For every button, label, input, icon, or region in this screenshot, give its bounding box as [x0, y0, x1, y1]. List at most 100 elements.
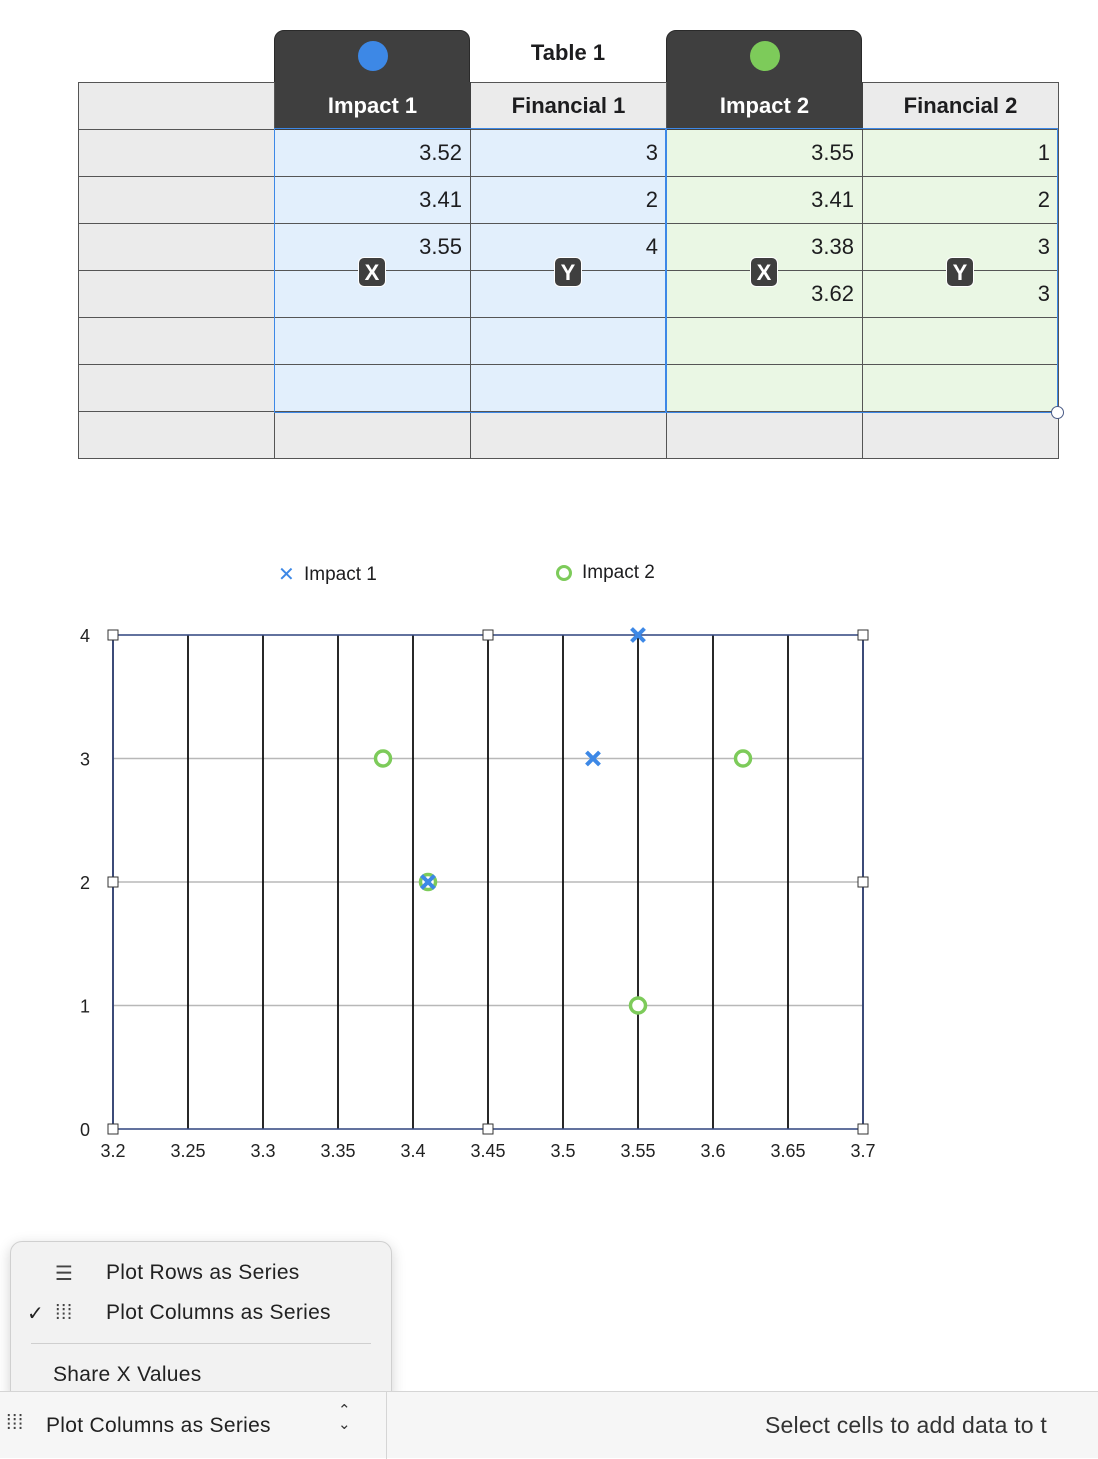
- table-cell[interactable]: [470, 411, 667, 459]
- table-cell[interactable]: 3.41: [666, 176, 863, 224]
- table-cell[interactable]: [666, 411, 863, 459]
- resize-handle[interactable]: [107, 876, 119, 888]
- row-header-cell[interactable]: [78, 270, 275, 318]
- series-color-dot-icon[interactable]: [750, 41, 780, 71]
- table-cell[interactable]: [470, 317, 667, 365]
- plot-series-popup-button[interactable]: ⁞⁞⁞ Plot Columns as Series ⌃ ⌄: [0, 1392, 387, 1459]
- y-tick-label: 2: [80, 873, 90, 893]
- bottom-bar: ⁞⁞⁞ Plot Columns as Series ⌃ ⌄ Select cel…: [0, 1391, 1098, 1459]
- resize-handle[interactable]: [857, 629, 869, 641]
- table-cell[interactable]: 1: [862, 129, 1059, 177]
- menu-item-label: Share X Values: [53, 1363, 202, 1386]
- checkmark-icon: ✓: [27, 1302, 45, 1325]
- x-tick-label: 3.55: [620, 1141, 655, 1161]
- row-header-cell[interactable]: [78, 223, 275, 271]
- selection-resize-handle[interactable]: [1051, 406, 1064, 419]
- table-cell[interactable]: 3.41: [274, 176, 471, 224]
- circle-marker-icon: [556, 565, 572, 581]
- header-cell[interactable]: [78, 82, 275, 130]
- row-header-cell[interactable]: [78, 129, 275, 177]
- resize-handle[interactable]: [107, 1123, 119, 1135]
- y-axis-badge[interactable]: Y: [946, 257, 974, 287]
- scatter-chart[interactable]: 0 1 2 3 4 3.2 3.25 3.3 3.35 3.4 3.45 3.5 3.55 3.6 3.65…: [0, 600, 900, 1180]
- legend-item-impact-1[interactable]: ✕ Impact 1: [278, 562, 377, 587]
- legend-label: Impact 1: [304, 563, 377, 585]
- data-table: Impact 1 Financial 1 Impact 2 Financial …: [78, 82, 1059, 459]
- data-point-impact-2[interactable]: [628, 996, 648, 1015]
- menu-item-label: Plot Rows as Series: [106, 1261, 300, 1284]
- data-point-impact-1[interactable]: [630, 627, 646, 643]
- table-cell[interactable]: 2: [862, 176, 1059, 224]
- x-axis-badge[interactable]: X: [358, 257, 386, 287]
- series-color-dot-icon[interactable]: [358, 41, 388, 71]
- menu-separator: [31, 1343, 371, 1344]
- table-row: [78, 411, 1059, 459]
- x-tick-label: 3.6: [700, 1141, 725, 1161]
- row-header-cell[interactable]: [78, 176, 275, 224]
- popup-button-label: Plot Columns as Series: [46, 1414, 271, 1437]
- table-row: [78, 364, 1059, 412]
- row-header-cell[interactable]: [78, 364, 275, 412]
- table-cell[interactable]: 2: [470, 176, 667, 224]
- table-cell[interactable]: [274, 364, 471, 412]
- table-cell[interactable]: [862, 317, 1059, 365]
- table-cell[interactable]: [274, 317, 471, 365]
- header-cell-impact-1[interactable]: Impact 1: [274, 82, 471, 130]
- table-row: 3.55 4 3.38 3: [78, 223, 1059, 271]
- y-tick-label: 4: [80, 626, 90, 646]
- table-cell[interactable]: 3: [470, 129, 667, 177]
- x-axis-badge[interactable]: X: [750, 257, 778, 287]
- table-title[interactable]: Table 1: [530, 40, 606, 65]
- data-point-impact-1[interactable]: [420, 874, 436, 890]
- x-tick-label: 3.35: [320, 1141, 355, 1161]
- columns-icon: ⁞⁞⁞: [55, 1301, 73, 1324]
- table-row: 3.52 3 3.55 1: [78, 129, 1059, 177]
- data-point-impact-2[interactable]: [373, 749, 393, 768]
- x-tick-label: 3.25: [170, 1141, 205, 1161]
- table-cell[interactable]: 3.52: [274, 129, 471, 177]
- x-tick-label: 3.7: [850, 1141, 875, 1161]
- table-cell[interactable]: [862, 364, 1059, 412]
- table-cell[interactable]: [666, 364, 863, 412]
- data-point-impact-1[interactable]: [585, 750, 601, 767]
- resize-handle[interactable]: [482, 629, 494, 641]
- data-table-area: Table 1 Impact 1 Financial 1 Impact 2 Fi…: [0, 0, 1098, 470]
- table-row: 3.41 2 3.41 2: [78, 176, 1059, 224]
- resize-handle[interactable]: [857, 1123, 869, 1135]
- x-marker-icon: ✕: [278, 564, 295, 586]
- y-tick-label: 3: [80, 750, 90, 770]
- header-cell-financial-2[interactable]: Financial 2: [862, 82, 1059, 130]
- menu-item-plot-rows[interactable]: ☰ Plot Rows as Series: [11, 1255, 391, 1291]
- y-axis-badge[interactable]: Y: [554, 257, 582, 287]
- row-header-cell[interactable]: [78, 411, 275, 459]
- menu-item-label: Plot Columns as Series: [106, 1301, 331, 1324]
- x-tick-label: 3.5: [550, 1141, 575, 1161]
- header-row: Impact 1 Financial 1 Impact 2 Financial …: [78, 82, 1059, 130]
- header-cell-financial-1[interactable]: Financial 1: [470, 82, 667, 130]
- series-popup-menu: ☰ Plot Rows as Series ✓ ⁞⁞⁞ Plot Columns…: [10, 1241, 392, 1403]
- resize-handle[interactable]: [482, 1123, 494, 1135]
- x-tick-label: 3.3: [250, 1141, 275, 1161]
- table-cell[interactable]: [862, 411, 1059, 459]
- resize-handle[interactable]: [107, 629, 119, 641]
- table-cell[interactable]: 3.55: [666, 129, 863, 177]
- legend-item-impact-2[interactable]: Impact 2: [556, 562, 655, 584]
- legend-label: Impact 2: [582, 562, 655, 583]
- menu-item-share-x-values[interactable]: Share X Values: [11, 1357, 391, 1393]
- x-tick-label: 3.4: [400, 1141, 425, 1161]
- menu-item-plot-columns[interactable]: ✓ ⁞⁞⁞ Plot Columns as Series: [11, 1295, 391, 1331]
- up-down-chevron-icon: ⌃ ⌄: [338, 1402, 351, 1433]
- table-cell[interactable]: 4: [470, 223, 667, 271]
- resize-handle[interactable]: [857, 876, 869, 888]
- table-cell[interactable]: 3: [862, 223, 1059, 271]
- status-text: Select cells to add data to t: [765, 1412, 1047, 1438]
- header-cell-impact-2[interactable]: Impact 2: [666, 82, 863, 130]
- y-tick-label: 1: [80, 997, 90, 1017]
- table-cell[interactable]: [666, 317, 863, 365]
- data-point-impact-2[interactable]: [733, 749, 753, 768]
- y-tick-label: 0: [80, 1120, 90, 1140]
- table-cell[interactable]: [274, 411, 471, 459]
- row-header-cell[interactable]: [78, 317, 275, 365]
- table-cell[interactable]: [470, 364, 667, 412]
- x-tick-label: 3.45: [470, 1141, 505, 1161]
